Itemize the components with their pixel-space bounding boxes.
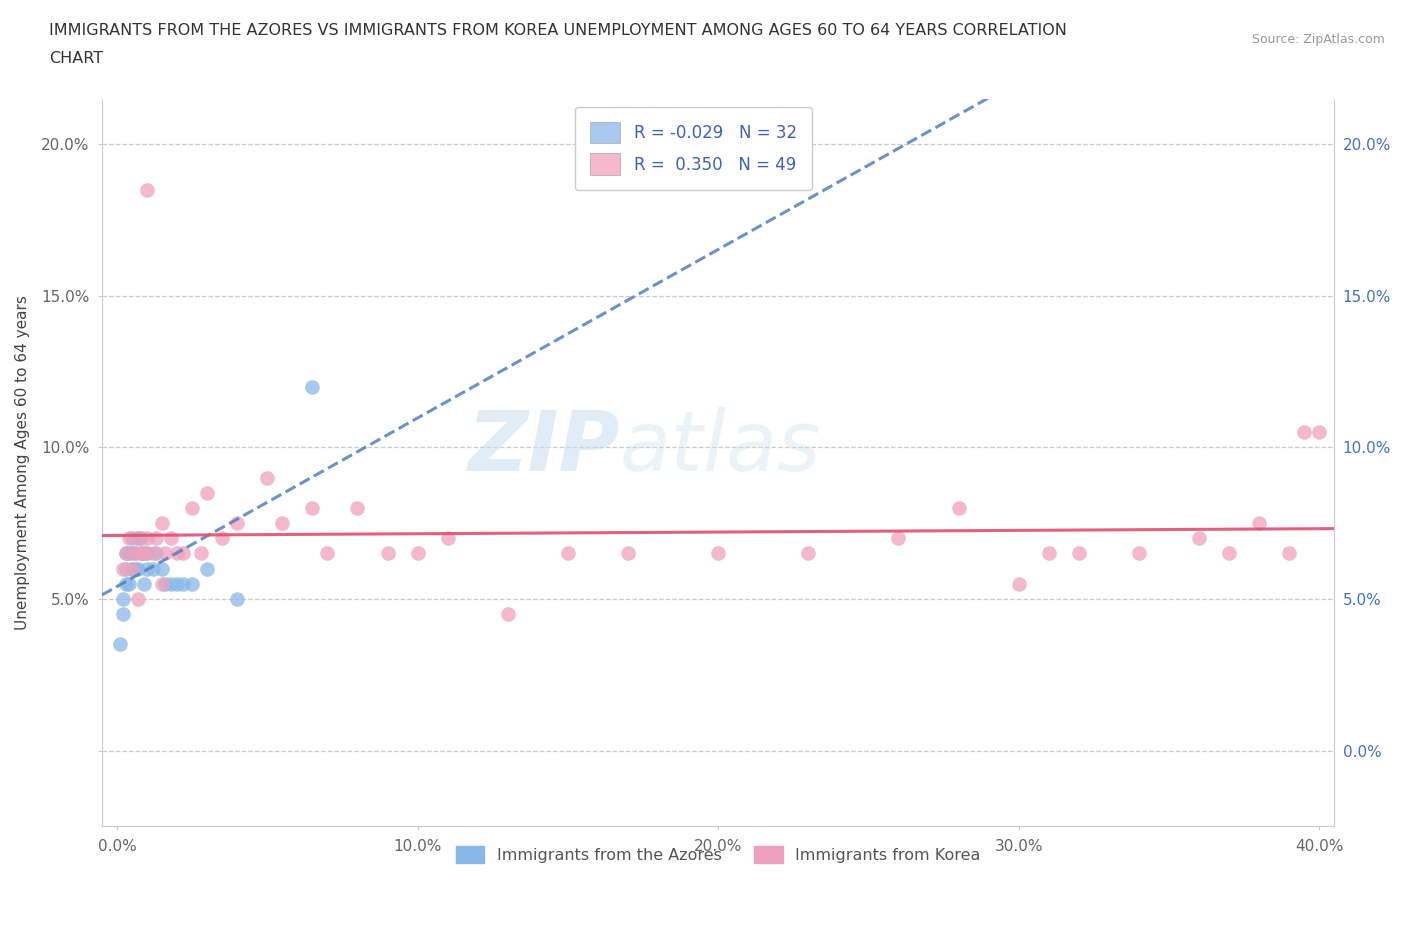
Point bbox=[129, 531, 152, 546]
Point bbox=[136, 182, 159, 197]
Point bbox=[142, 561, 165, 576]
Point bbox=[112, 606, 135, 621]
Point bbox=[136, 546, 159, 561]
Point bbox=[436, 531, 458, 546]
Point bbox=[496, 606, 519, 621]
Point bbox=[1308, 425, 1330, 440]
Point bbox=[108, 637, 131, 652]
Text: atlas: atlas bbox=[620, 407, 821, 488]
Point bbox=[166, 577, 188, 591]
Point bbox=[118, 577, 141, 591]
Point bbox=[112, 591, 135, 606]
Point bbox=[1188, 531, 1211, 546]
Point bbox=[132, 577, 155, 591]
Point bbox=[887, 531, 910, 546]
Point bbox=[346, 500, 368, 515]
Point bbox=[132, 546, 155, 561]
Point bbox=[377, 546, 399, 561]
Point bbox=[406, 546, 429, 561]
Point bbox=[301, 379, 323, 394]
Text: ZIP: ZIP bbox=[467, 407, 620, 488]
Point bbox=[1067, 546, 1090, 561]
Point bbox=[166, 546, 188, 561]
Point bbox=[115, 546, 138, 561]
Point bbox=[121, 561, 143, 576]
Point bbox=[160, 577, 183, 591]
Point bbox=[150, 516, 173, 531]
Y-axis label: Unemployment Among Ages 60 to 64 years: Unemployment Among Ages 60 to 64 years bbox=[15, 295, 30, 630]
Point bbox=[617, 546, 640, 561]
Point bbox=[195, 485, 218, 500]
Point bbox=[150, 577, 173, 591]
Point bbox=[1008, 577, 1031, 591]
Point bbox=[1038, 546, 1060, 561]
Point bbox=[127, 561, 149, 576]
Point bbox=[150, 561, 173, 576]
Point bbox=[190, 546, 212, 561]
Point bbox=[121, 561, 143, 576]
Point bbox=[256, 471, 278, 485]
Point bbox=[172, 546, 194, 561]
Point bbox=[271, 516, 294, 531]
Point bbox=[160, 531, 183, 546]
Point bbox=[142, 546, 165, 561]
Point bbox=[1128, 546, 1150, 561]
Point bbox=[1249, 516, 1271, 531]
Text: CHART: CHART bbox=[49, 51, 103, 66]
Text: Source: ZipAtlas.com: Source: ZipAtlas.com bbox=[1251, 33, 1385, 46]
Point bbox=[1218, 546, 1240, 561]
Point bbox=[316, 546, 339, 561]
Point bbox=[181, 577, 204, 591]
Text: IMMIGRANTS FROM THE AZORES VS IMMIGRANTS FROM KOREA UNEMPLOYMENT AMONG AGES 60 T: IMMIGRANTS FROM THE AZORES VS IMMIGRANTS… bbox=[49, 23, 1067, 38]
Point bbox=[115, 577, 138, 591]
Point bbox=[127, 531, 149, 546]
Point bbox=[195, 561, 218, 576]
Point bbox=[145, 531, 167, 546]
Point bbox=[115, 546, 138, 561]
Point bbox=[121, 546, 143, 561]
Point bbox=[948, 500, 970, 515]
Legend: Immigrants from the Azores, Immigrants from Korea: Immigrants from the Azores, Immigrants f… bbox=[449, 840, 987, 870]
Point bbox=[118, 531, 141, 546]
Point bbox=[127, 531, 149, 546]
Point bbox=[557, 546, 579, 561]
Point bbox=[124, 546, 146, 561]
Point bbox=[129, 546, 152, 561]
Point bbox=[127, 591, 149, 606]
Point bbox=[132, 546, 155, 561]
Point bbox=[112, 561, 135, 576]
Point bbox=[153, 577, 176, 591]
Point bbox=[797, 546, 820, 561]
Point bbox=[1294, 425, 1316, 440]
Point bbox=[121, 531, 143, 546]
Point bbox=[129, 546, 152, 561]
Point bbox=[707, 546, 730, 561]
Point bbox=[118, 546, 141, 561]
Point bbox=[145, 546, 167, 561]
Point bbox=[181, 500, 204, 515]
Point bbox=[226, 591, 249, 606]
Point bbox=[115, 561, 138, 576]
Point bbox=[211, 531, 233, 546]
Point bbox=[172, 577, 194, 591]
Point bbox=[124, 546, 146, 561]
Point bbox=[226, 516, 249, 531]
Point bbox=[124, 561, 146, 576]
Point bbox=[301, 500, 323, 515]
Point bbox=[136, 531, 159, 546]
Point bbox=[136, 561, 159, 576]
Point bbox=[153, 546, 176, 561]
Point bbox=[1278, 546, 1301, 561]
